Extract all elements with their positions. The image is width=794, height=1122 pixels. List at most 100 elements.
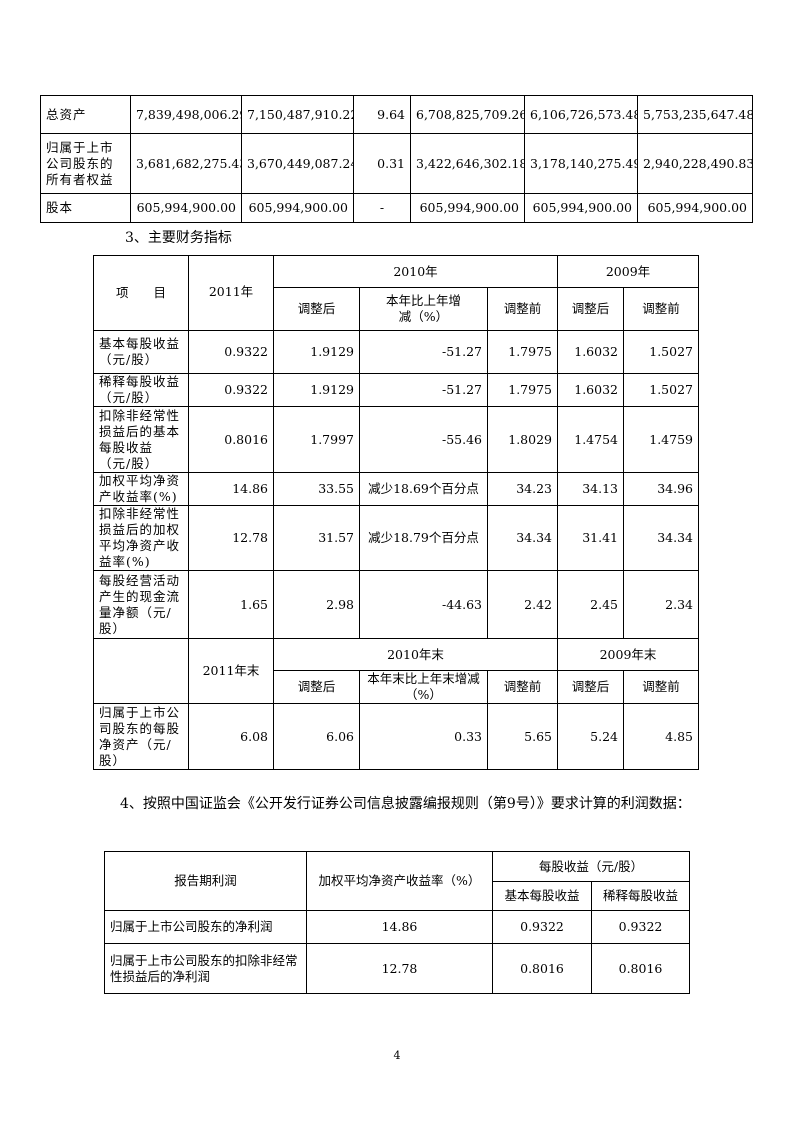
header-2011: 2011年: [188, 255, 274, 331]
cell: 0.8016: [188, 406, 274, 473]
header-row: 报告期利润 加权平均净资产收益率（%） 每股收益（元/股）: [104, 851, 690, 911]
cell: 605,994,900.00: [637, 193, 753, 223]
header-before: 调整前: [623, 287, 699, 331]
cell: -: [353, 193, 411, 223]
header-2011-end: 2011年末: [188, 638, 274, 704]
cell: 31.57: [273, 505, 360, 571]
cell: 1.7975: [487, 330, 558, 374]
cell: 1.9129: [273, 373, 360, 407]
header-2009: 2009年: [557, 255, 699, 288]
cell: 605,994,900.00: [410, 193, 525, 223]
cell: 7,150,487,910.22: [241, 95, 354, 134]
cell: 33.55: [273, 472, 360, 506]
row-label: 总资产: [40, 95, 131, 134]
table-row: 扣除非经常性损益后的加权平均净资产收益率(%) 12.78 31.57 减少18.79…: [93, 505, 699, 571]
cell: 6.08: [188, 703, 274, 770]
cell: 7,839,498,006.29: [130, 95, 242, 134]
cell: 1.6032: [557, 330, 624, 374]
cell: 1.5027: [623, 373, 699, 407]
cell: 1.4754: [557, 406, 624, 473]
cell: 2.45: [557, 570, 624, 639]
cell: 0.8016: [492, 943, 592, 994]
empty-cell: [93, 638, 189, 704]
cell: 9.64: [353, 95, 411, 134]
cell: 34.34: [487, 505, 558, 571]
cell: 34.96: [623, 472, 699, 506]
header-period: 报告期利润: [104, 851, 307, 911]
balance-table: 总资产 7,839,498,006.29 7,150,487,910.22 9.…: [40, 95, 753, 223]
cell: 1.4759: [623, 406, 699, 473]
row-label: 归属于上市公司股东的所有者权益: [40, 133, 131, 194]
cell: 5,753,235,647.48: [637, 95, 753, 134]
row-label: 扣除非经常性损益后的基本每股收益（元/股）: [93, 406, 189, 473]
row-label: 稀释每股收益（元/股）: [93, 373, 189, 407]
cell: 2.42: [487, 570, 558, 639]
header-2009-end: 2009年末: [557, 638, 699, 671]
cell: 0.31: [353, 133, 411, 194]
row-label: 归属于上市公司股东的净利润: [104, 910, 307, 944]
row-label: 基本每股收益（元/股）: [93, 330, 189, 374]
cell: 34.23: [487, 472, 558, 506]
table-row: 归属于上市公司股东的扣除非经常性损益后的净利润 12.78 0.8016 0.8…: [104, 943, 690, 994]
header-row: 2011年末 2010年末 2009年末: [93, 638, 699, 704]
section-heading: 3、主要财务指标: [125, 230, 232, 246]
header-2010-end: 2010年末: [273, 638, 558, 671]
cell: 14.86: [188, 472, 274, 506]
cell: 34.13: [557, 472, 624, 506]
row-label: 归属于上市公司股东的扣除非经常性损益后的净利润: [104, 943, 307, 994]
cell: -51.27: [359, 373, 488, 407]
header-basic: 基本每股收益: [492, 881, 592, 911]
header-row: 调整后 本年末比上年末增减（%） 调整前 调整后 调整前: [94, 670, 699, 704]
header-eps: 每股收益（元/股）: [492, 851, 690, 882]
header-before: 调整前: [487, 670, 558, 704]
table-row: 加权平均净资产收益率(%) 14.86 33.55 减少18.69个百分点 34.23 3…: [93, 472, 699, 506]
cell: -44.63: [359, 570, 488, 639]
cell: 12.78: [188, 505, 274, 571]
table-row: 基本每股收益（元/股） 0.9322 1.9129 -51.27 1.7975 1.603…: [93, 330, 699, 374]
header-adjusted: 调整后: [273, 670, 360, 704]
cell: 1.8029: [487, 406, 558, 473]
header-roe: 加权平均净资产收益率（%）: [306, 851, 493, 911]
cell: 6.06: [273, 703, 360, 770]
cell: 34.34: [623, 505, 699, 571]
header-row: 调整后 本年比上年增减（%） 调整前 调整后 调整前: [94, 287, 699, 331]
cell: 2,940,228,490.83: [637, 133, 753, 194]
cell: 6,106,726,573.48: [524, 95, 638, 134]
cell: 5.65: [487, 703, 558, 770]
cell: 1.7975: [487, 373, 558, 407]
cell: 减少18.79个百分点: [359, 505, 488, 571]
header-change: 本年末比上年末增减（%）: [359, 670, 488, 704]
cell: 605,994,900.00: [241, 193, 354, 223]
cell: 1.5027: [623, 330, 699, 374]
header-2010: 2010年: [273, 255, 558, 288]
table-row: 每股经营活动产生的现金流量净额（元/股） 1.65 2.98 -44.63 2.42 2.…: [93, 570, 699, 639]
cell: 0.9322: [591, 910, 690, 944]
cell: 2.34: [623, 570, 699, 639]
cell: 1.6032: [557, 373, 624, 407]
cell: 3,670,449,087.24: [241, 133, 354, 194]
cell: 减少18.69个百分点: [359, 472, 488, 506]
header-item: 项 目: [93, 255, 189, 331]
header-diluted: 稀释每股收益: [591, 881, 690, 911]
row-label: 归属于上市公司股东的每股净资产（元/股）: [93, 703, 189, 770]
cell: 605,994,900.00: [524, 193, 638, 223]
header-row: 项 目 2011年 2010年 2009年: [93, 255, 699, 331]
cell: 1.9129: [273, 330, 360, 374]
cell: 3,422,646,302.18: [410, 133, 525, 194]
header-before: 调整前: [623, 670, 699, 704]
table-row: 扣除非经常性损益后的基本每股收益（元/股） 0.8016 1.7997 -55.46 1…: [93, 406, 699, 473]
section-4-text: 4、按照中国证监会《公开发行证券公司信息披露编报规则（第9号）》要求计算的利润数…: [120, 796, 691, 812]
cell: 605,994,900.00: [130, 193, 242, 223]
table-row: 归属于上市公司股东的净利润 14.86 0.9322 0.9322: [104, 910, 690, 944]
cell: 4.85: [623, 703, 699, 770]
cell: 0.9322: [188, 330, 274, 374]
cell: 2.98: [273, 570, 360, 639]
header-adjusted: 调整后: [557, 670, 624, 704]
row-label: 股本: [40, 193, 131, 223]
cell: 5.24: [557, 703, 624, 770]
row-label: 每股经营活动产生的现金流量净额（元/股）: [93, 570, 189, 639]
cell: 31.41: [557, 505, 624, 571]
table-row: 总资产 7,839,498,006.29 7,150,487,910.22 9.…: [40, 95, 753, 134]
table-row: 归属于上市公司股东的所有者权益 3,681,682,275.43 3,670,4…: [40, 133, 753, 194]
cell: 12.78: [306, 943, 493, 994]
